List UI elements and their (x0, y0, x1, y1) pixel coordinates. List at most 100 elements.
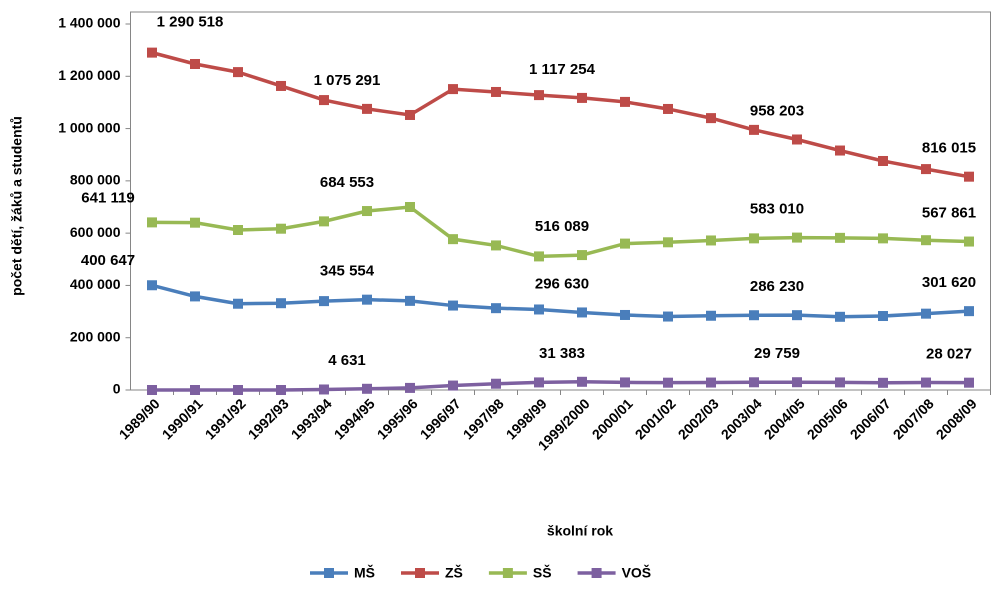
series-line (151, 50, 970, 179)
data-label: 583 010 (750, 201, 804, 218)
point-marker (405, 295, 415, 306)
legend-marker (502, 568, 513, 578)
x-tick-label: 1990/91 (159, 395, 206, 442)
data-label: 286 230 (750, 278, 804, 295)
data-label: 816 015 (922, 140, 976, 157)
point-marker (964, 236, 974, 247)
data-label: 958 203 (750, 102, 804, 119)
point-marker (663, 377, 673, 388)
point-marker (534, 90, 544, 101)
point-marker (448, 380, 458, 391)
point-marker (362, 103, 372, 114)
point-marker (147, 385, 157, 395)
point-marker (362, 383, 372, 394)
data-label: 301 620 (922, 274, 976, 291)
x-tick-label: 2004/05 (761, 395, 808, 442)
data-label: 641 119 (81, 189, 134, 206)
point-marker (792, 232, 802, 243)
point-marker (577, 307, 587, 318)
data-label: 345 554 (320, 263, 375, 280)
point-marker (964, 171, 974, 182)
data-label: 1 290 518 (157, 14, 224, 31)
point-marker (362, 294, 372, 305)
data-label: 28 027 (926, 346, 972, 363)
point-marker (835, 311, 845, 322)
point-marker (878, 233, 888, 244)
point-marker (276, 385, 286, 395)
data-label: 296 630 (535, 275, 589, 292)
point-marker (405, 109, 415, 120)
point-marker (233, 67, 243, 78)
y-tick-label: 200 000 (70, 328, 121, 344)
y-tick-label: 600 000 (70, 224, 121, 240)
point-marker (534, 377, 544, 388)
x-tick-label: 1997/98 (460, 395, 507, 442)
y-tick-label: 1 000 000 (58, 119, 120, 135)
point-marker (491, 303, 501, 314)
legend-label: VOŠ (622, 564, 652, 581)
point-marker (792, 310, 802, 321)
point-marker (577, 376, 587, 387)
x-tick-label: 2006/07 (847, 395, 894, 442)
y-tick-label: 0 (113, 381, 121, 397)
y-tick-label: 400 000 (70, 276, 121, 292)
point-marker (577, 92, 587, 103)
point-marker (706, 113, 716, 124)
point-marker (706, 377, 716, 388)
point-marker (620, 377, 630, 388)
point-marker (491, 86, 501, 97)
point-marker (577, 250, 587, 261)
point-marker (620, 96, 630, 107)
x-tick-label: 1991/92 (202, 395, 249, 442)
legend-label: MŠ (354, 564, 375, 581)
point-marker (405, 382, 415, 393)
point-marker (792, 134, 802, 145)
point-marker (190, 385, 200, 395)
y-tick-label: 1 400 000 (58, 15, 120, 31)
point-marker (921, 377, 931, 388)
x-tick-label: 1994/95 (331, 395, 378, 442)
point-marker (835, 145, 845, 156)
point-marker (878, 377, 888, 388)
series-line (152, 380, 970, 392)
x-tick-label: 2000/01 (589, 395, 636, 442)
point-marker (233, 298, 243, 309)
x-tick-label: 1992/93 (245, 395, 292, 442)
point-marker (491, 240, 501, 251)
point-marker (921, 235, 931, 246)
point-marker (663, 311, 673, 322)
point-marker (448, 234, 458, 245)
point-marker (405, 202, 415, 212)
point-marker (749, 377, 759, 388)
point-marker (835, 377, 845, 388)
point-marker (749, 310, 759, 321)
y-axis-title: počet dětí, žáků a studentů (9, 116, 25, 296)
point-marker (835, 232, 845, 243)
point-marker (921, 308, 931, 319)
point-marker (620, 238, 630, 249)
point-marker (749, 233, 759, 244)
point-marker (147, 47, 157, 58)
point-marker (964, 377, 974, 388)
data-label: 1 075 291 (314, 72, 381, 89)
point-marker (749, 124, 759, 135)
y-tick-label: 1 200 000 (58, 67, 120, 83)
point-marker (319, 384, 329, 395)
data-label: 31 383 (539, 345, 585, 362)
legend: MŠ ZŠ SŠ VOŠ (310, 564, 651, 581)
point-marker (233, 225, 243, 236)
point-marker (620, 309, 630, 320)
y-tick-label: 800 000 (70, 172, 121, 188)
legend-label: SŠ (533, 564, 552, 581)
point-marker (147, 217, 157, 228)
point-marker (964, 306, 974, 317)
x-tick-label: 2007/08 (890, 395, 937, 442)
x-tick-label: 1993/94 (288, 395, 335, 442)
point-marker (921, 164, 931, 175)
point-marker (663, 103, 673, 114)
data-label: 684 553 (320, 174, 374, 191)
point-marker (276, 223, 286, 234)
x-tick-label: 2003/04 (718, 395, 765, 442)
point-marker (319, 216, 329, 227)
legend-marker (324, 568, 334, 578)
